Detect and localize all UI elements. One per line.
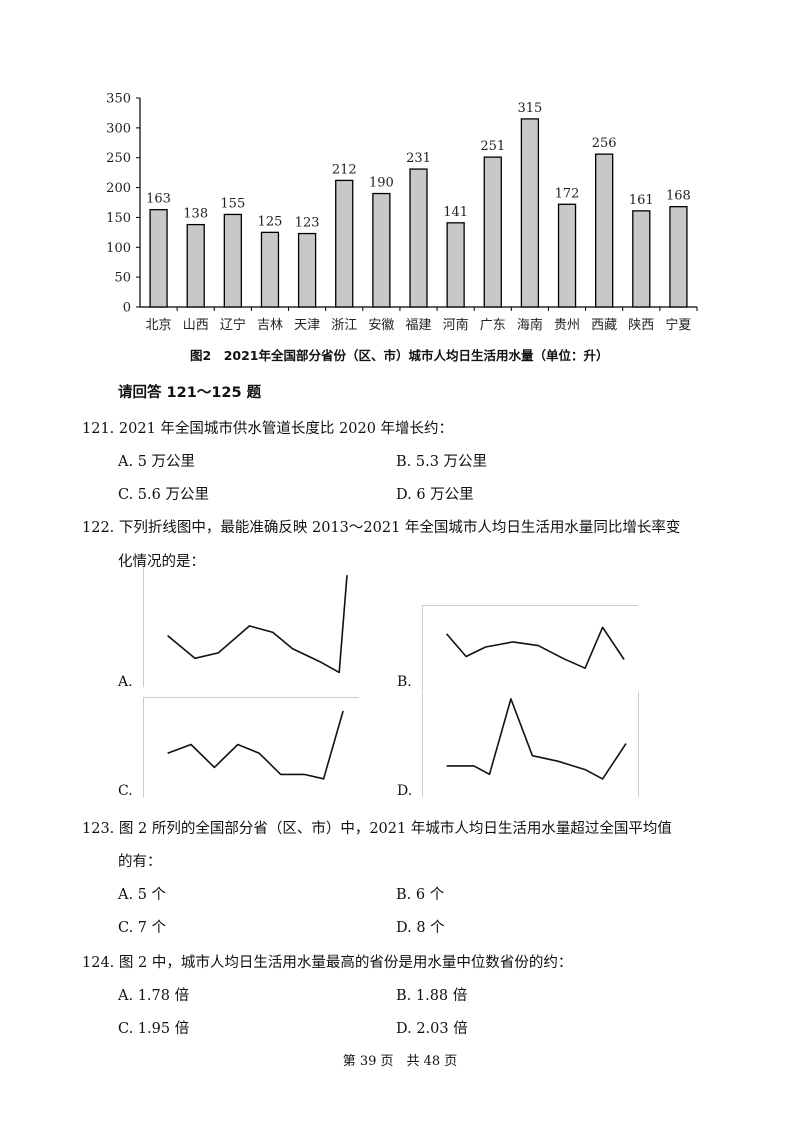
bar-value-label: 161 <box>629 193 654 208</box>
line-chart-svg <box>445 626 625 670</box>
figure-caption: 图2 2021年全国部分省份（区、市）城市人均日生活用水量（单位：升） <box>190 348 609 363</box>
bar-value-label: 123 <box>295 216 320 231</box>
category-label: 福建 <box>405 318 431 333</box>
line-chart-svg <box>167 710 344 780</box>
question-122-text-line2: 化情况的是： <box>118 554 205 570</box>
question-123-option-b[interactable]: B. 6 个 <box>396 887 445 903</box>
category-label: 天津 <box>294 318 320 333</box>
question-123-option-d[interactable]: D. 8 个 <box>396 920 445 936</box>
question-121-option-c[interactable]: C. 5.6 万公里 <box>118 487 209 503</box>
category-label: 西藏 <box>591 318 617 333</box>
question-123-text-line2: 的有： <box>118 854 162 870</box>
question-122-text-line1: 122. 下列折线图中，最能准确反映 2013～2021 年全国城市人均日生活用… <box>82 520 681 536</box>
y-tick-label: 300 <box>106 121 131 136</box>
question-121-text: 121. 2021 年全国城市供水管道长度比 2020 年增长约： <box>82 421 454 437</box>
category-label: 山西 <box>183 318 209 333</box>
bar-value-label: 155 <box>220 196 245 211</box>
bar-value-label: 125 <box>258 214 283 229</box>
page-footer: 第 39 页 共 48 页 <box>342 1054 458 1069</box>
line-chart-option-b[interactable] <box>422 605 638 691</box>
category-label: 河南 <box>443 317 469 333</box>
bar-value-label: 172 <box>555 186 580 201</box>
trend-line <box>167 575 348 674</box>
question-124-option-b[interactable]: B. 1.88 倍 <box>396 988 468 1004</box>
question-124-text: 124. 图 2 中，城市人均日生活用水量最高的省份是用水量中位数省份的约： <box>82 955 573 971</box>
line-chart-option-c[interactable] <box>143 697 359 798</box>
question-124-option-a[interactable]: A. 1.78 倍 <box>118 988 190 1004</box>
bar-chart: 0 50 100 150 200 250 300 350 163 北京 138 山西 155 辽宁 125 吉… <box>106 92 698 333</box>
line-chart-label-c: C. <box>118 783 133 799</box>
bar <box>595 153 614 308</box>
line-chart-label-d: D. <box>397 783 413 799</box>
category-label: 浙江 <box>331 318 357 333</box>
trend-line <box>445 626 625 670</box>
question-121-option-a[interactable]: A. 5 万公里 <box>118 454 196 470</box>
question-123-option-c[interactable]: C. 7 个 <box>118 920 167 936</box>
bar <box>483 156 502 308</box>
bar-value-label: 251 <box>480 139 505 154</box>
bar <box>632 210 651 308</box>
bar-value-label: 141 <box>443 205 468 220</box>
y-tick-label: 250 <box>106 151 131 166</box>
question-121-option-d[interactable]: D. 6 万公里 <box>396 487 474 503</box>
bar-value-label: 212 <box>332 162 357 177</box>
bar-value-label: 138 <box>183 207 208 222</box>
bar-value-label: 256 <box>592 136 617 151</box>
bar <box>186 223 205 308</box>
line-chart-label-b: B. <box>397 674 412 690</box>
question-123-text-line1: 123. 图 2 所列的全国部分省（区、市）中，2021 年城市人均日生活用水量… <box>82 821 672 837</box>
question-124-option-c[interactable]: C. 1.95 倍 <box>118 1021 190 1037</box>
category-label: 海南 <box>517 317 543 333</box>
category-label: 吉林 <box>257 318 283 333</box>
bar-value-label: 168 <box>666 189 691 204</box>
bar <box>520 118 540 308</box>
bar <box>335 179 354 308</box>
category-label: 辽宁 <box>220 317 246 333</box>
instruction-heading: 请回答 121～125 题 <box>118 385 262 401</box>
line-chart-label-a: A. <box>118 674 133 690</box>
line-chart-svg <box>446 698 627 780</box>
category-label: 安徽 <box>368 318 394 333</box>
y-tick-label: 0 <box>123 301 131 316</box>
bar-value-label: 163 <box>146 192 171 207</box>
category-label: 陕西 <box>628 318 654 333</box>
y-tick-label: 350 <box>106 92 131 107</box>
bar-value-label: 231 <box>406 151 431 166</box>
y-tick-label: 100 <box>106 241 131 256</box>
category-label: 北京 <box>146 318 172 333</box>
y-tick-label: 50 <box>114 271 131 286</box>
category-label: 广东 <box>480 318 506 333</box>
trend-line <box>446 698 627 780</box>
bar-value-label: 190 <box>369 176 394 191</box>
y-tick-label: 200 <box>106 181 131 196</box>
line-chart-svg <box>167 575 348 674</box>
bar <box>372 192 391 308</box>
bar <box>149 209 168 308</box>
bar <box>557 203 577 308</box>
category-label: 宁夏 <box>665 317 691 333</box>
category-label: 贵州 <box>554 318 580 333</box>
bar <box>409 168 428 308</box>
bar-value-label: 315 <box>517 101 542 116</box>
question-121-option-b[interactable]: B. 5.3 万公里 <box>396 454 488 470</box>
bar <box>297 232 317 308</box>
bar <box>446 222 465 308</box>
line-chart-option-a[interactable] <box>143 567 359 687</box>
bar <box>223 213 242 308</box>
trend-line <box>167 710 344 780</box>
line-chart-option-d[interactable] <box>422 692 639 797</box>
y-tick-label: 150 <box>106 211 131 226</box>
question-124-option-d[interactable]: D. 2.03 倍 <box>396 1021 468 1037</box>
bar <box>669 206 688 308</box>
question-123-option-a[interactable]: A. 5 个 <box>118 887 167 903</box>
bar <box>260 231 280 308</box>
